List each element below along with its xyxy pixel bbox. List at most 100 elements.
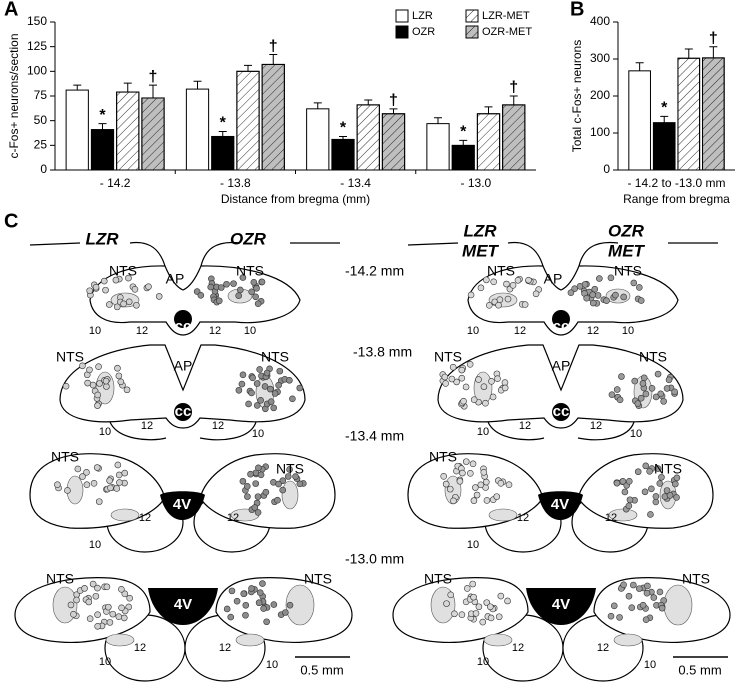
section-shape [493, 493, 501, 500]
legend-swatch [395, 9, 409, 23]
section-shape [240, 590, 248, 598]
bar-hatch [677, 57, 701, 171]
section-shape [469, 460, 477, 468]
section-shape [227, 613, 235, 621]
section-shape [583, 294, 590, 302]
region-label: cc [175, 403, 192, 420]
section-shape [109, 421, 257, 441]
error-bar [364, 99, 373, 105]
error-bar [123, 82, 132, 93]
section-shape [504, 597, 511, 605]
section-shape [242, 611, 249, 619]
section-shape [275, 381, 282, 389]
section-shape [608, 391, 616, 398]
section-shape [634, 400, 642, 407]
section-shape [451, 610, 458, 618]
section-shape [631, 377, 639, 385]
section-shape [263, 618, 270, 626]
section-shape [460, 397, 467, 405]
section-shape [639, 380, 647, 387]
brainstem-section [59, 344, 306, 441]
section-shape [262, 488, 270, 496]
y-axis-label: c-Fos+ neurons/section [7, 33, 21, 158]
region-label: NTS [276, 461, 304, 477]
region-label: 12 [219, 642, 231, 654]
section-shape [647, 511, 654, 518]
region-label: 4V [174, 596, 192, 613]
section-shape [70, 611, 77, 618]
brainstem-section [29, 453, 336, 553]
bar [652, 122, 676, 171]
section-shape [470, 396, 478, 403]
y-tick-label: 0 [603, 162, 610, 176]
section-shape [257, 397, 264, 404]
section-shape [253, 380, 261, 387]
error-bar [433, 117, 442, 124]
section-shape [73, 596, 80, 604]
section-shape [155, 293, 163, 300]
section-shape [235, 633, 265, 647]
scale-bar-label: 0.5 mm [300, 662, 343, 677]
section-shape [628, 604, 636, 612]
section-shape [105, 301, 113, 308]
region-label: cc [553, 318, 570, 335]
section-shape [443, 600, 450, 607]
section-shape [258, 278, 266, 286]
bar [331, 138, 355, 171]
bar [451, 144, 475, 171]
section-shape [630, 279, 638, 287]
section-shape [450, 497, 457, 505]
section-shape [456, 477, 464, 485]
significance-marker: * [340, 120, 347, 137]
error-bar [389, 108, 398, 114]
section-shape [650, 594, 658, 601]
section-shape [121, 590, 129, 598]
section-shape [440, 473, 448, 480]
section-shape [282, 609, 289, 616]
region-label: 10 [99, 426, 111, 438]
section-shape [475, 603, 483, 611]
bar-hatch [236, 70, 260, 171]
error-bar [484, 106, 493, 114]
region-label: 10 [252, 428, 264, 440]
section-shape [480, 469, 488, 476]
section-shape [242, 601, 250, 609]
error-bar [218, 131, 227, 137]
section-shape [526, 588, 596, 625]
section-shape [626, 496, 634, 504]
region-label: 12 [517, 512, 529, 524]
section-shape [654, 370, 662, 378]
section-shape [663, 584, 693, 626]
region-label: 12 [590, 420, 602, 432]
legend-frame [390, 8, 536, 42]
section-shape [54, 481, 61, 488]
section-shape [235, 386, 243, 394]
section-shape [472, 484, 479, 491]
section-shape [114, 364, 121, 372]
region-label: 12 [519, 420, 531, 432]
section-shape [102, 377, 110, 385]
section-shape [84, 379, 91, 387]
section-shape [490, 278, 497, 286]
brainstem-section [14, 577, 353, 682]
bar-hatch [476, 113, 501, 171]
region-label: 10 [477, 426, 489, 438]
section-shape [118, 585, 125, 593]
region-label: NTS [429, 449, 457, 465]
section-shape [497, 592, 505, 600]
section-shape [160, 491, 205, 520]
y-tick-label: 200 [590, 88, 610, 102]
section-shape [648, 485, 655, 493]
x-tick-label: - 13.8 [220, 176, 251, 190]
section-shape [607, 612, 615, 620]
section-shape [113, 485, 121, 492]
y-axis-label: Total c-Fos+ neurons [570, 40, 584, 152]
y-tick-label: 100 [590, 125, 610, 139]
bar [90, 129, 115, 171]
region-label: NTS [46, 571, 74, 587]
section-shape [86, 615, 94, 622]
region-label: AP [174, 358, 193, 374]
section-shape [477, 481, 485, 489]
region-label: 4V [173, 496, 191, 513]
section-shape [504, 295, 512, 303]
